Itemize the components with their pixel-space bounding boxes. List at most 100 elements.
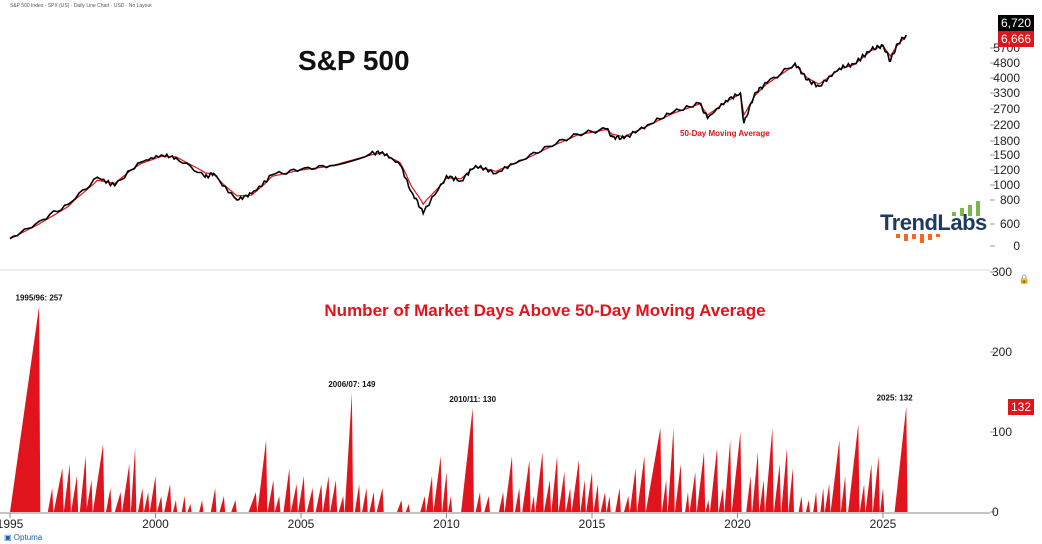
price-tick-label: 2200 xyxy=(993,118,1020,132)
streak-area xyxy=(130,448,137,512)
streak-area xyxy=(330,480,338,512)
streak-area xyxy=(290,484,298,512)
streak-area xyxy=(10,306,41,512)
streak-area xyxy=(86,480,93,512)
streak-area xyxy=(322,476,330,512)
x-tick-label: 1995 xyxy=(0,517,24,531)
streak-area xyxy=(705,500,710,512)
price-tick-label: 4000 xyxy=(993,71,1020,85)
streak-area xyxy=(752,452,760,512)
streak-area xyxy=(138,488,144,512)
streak-area xyxy=(820,488,825,512)
price-tick-label: 1800 xyxy=(993,134,1020,148)
streak-area xyxy=(645,428,662,512)
streak-area xyxy=(894,406,908,512)
price-tick-label: 0 xyxy=(1013,239,1020,253)
streak-area xyxy=(426,476,434,512)
streak-area xyxy=(848,424,860,512)
streak-area xyxy=(824,484,831,512)
streak-area xyxy=(397,500,403,512)
streak-area xyxy=(369,492,375,512)
price-tick-label: 1200 xyxy=(993,163,1020,177)
streak-area xyxy=(114,492,122,512)
lock-icon[interactable]: 🔒 xyxy=(1018,274,1030,284)
peak-annotation: 1995/96: 257 xyxy=(16,293,64,302)
streak-area xyxy=(231,500,237,512)
price-tick-label: 1000 xyxy=(993,178,1020,192)
streak-area xyxy=(157,496,163,512)
streak-area xyxy=(696,452,706,512)
optuma-text: Optuma xyxy=(13,533,43,542)
streak-area xyxy=(637,456,646,512)
streak-area xyxy=(580,480,586,512)
x-axis: 1995 2000 2005 2010 2015 2020 2025 xyxy=(0,512,990,531)
price-tick-label: 2700 xyxy=(993,102,1020,116)
x-tick-label: 2010 xyxy=(433,517,460,531)
streak-area xyxy=(667,428,675,512)
price-tick-label: 1500 xyxy=(993,148,1020,162)
streak-area xyxy=(79,456,87,512)
price-tick-label: 4800 xyxy=(993,56,1020,70)
price-tick-label: 800 xyxy=(1000,193,1020,207)
streak-area xyxy=(551,456,559,512)
streak-area xyxy=(405,504,410,512)
streak-area xyxy=(362,488,368,512)
streak-area xyxy=(544,480,551,512)
streak-area xyxy=(788,468,794,512)
streak-area xyxy=(354,484,361,512)
streak-area xyxy=(210,488,217,512)
streak-area xyxy=(859,484,866,512)
streak-area xyxy=(53,468,64,512)
streak-area xyxy=(106,488,112,512)
optuma-watermark: ▣ Optuma xyxy=(4,533,42,542)
price-chart-title: S&P 500 xyxy=(298,45,410,76)
streak-area xyxy=(306,488,314,512)
streak-area xyxy=(624,496,630,512)
chart-header: S&P 500 Index - SPX (US) · Daily Line Ch… xyxy=(10,3,152,9)
days-tick-label: 300 xyxy=(992,265,1012,279)
streak-area xyxy=(759,480,765,512)
streak-area xyxy=(149,476,157,512)
price-tick-label: 3300 xyxy=(993,86,1020,100)
streak-area xyxy=(143,492,150,512)
streak-area xyxy=(514,488,521,512)
x-tick-label: 2005 xyxy=(288,517,315,531)
streak-area xyxy=(661,480,668,512)
streak-area xyxy=(420,496,426,512)
streak-area xyxy=(448,496,453,512)
trendlabs-logo-graphic xyxy=(896,201,980,243)
series-line xyxy=(9,34,908,240)
streak-area xyxy=(267,480,275,512)
streak-area xyxy=(746,476,752,512)
streak-area xyxy=(571,460,581,512)
days-count-badge: 132 xyxy=(1007,399,1034,415)
streak-area xyxy=(442,472,448,512)
trendlabs-logo-text: TrendLabs xyxy=(880,210,987,235)
days-tick-label: 0 xyxy=(992,505,999,519)
streak-area xyxy=(173,500,178,512)
streak-area xyxy=(181,496,186,512)
streak-area xyxy=(283,468,291,512)
streak-area xyxy=(274,496,281,512)
days-tick-label: 100 xyxy=(992,425,1012,439)
streak-area xyxy=(47,488,54,512)
days-chart-title: Number of Market Days Above 50-Day Movin… xyxy=(324,301,765,320)
streak-area xyxy=(71,476,79,512)
optuma-icon: ▣ xyxy=(4,533,12,542)
streak-area xyxy=(593,484,599,512)
streak-area xyxy=(880,488,885,512)
streak-area xyxy=(63,464,71,512)
streak-area xyxy=(219,496,226,512)
streak-area xyxy=(718,488,725,512)
streak-area xyxy=(504,456,514,512)
streak-area xyxy=(475,492,482,512)
streak-area xyxy=(484,496,490,512)
streak-area xyxy=(498,492,505,512)
days-panel: 0 100 200 300 1995/96: 257 2006/07: 149 2010/1… xyxy=(10,265,1012,519)
streak-area xyxy=(164,484,172,512)
streak-area xyxy=(689,472,697,512)
streak-area xyxy=(187,504,192,512)
streak-area xyxy=(798,496,803,512)
streak-area xyxy=(433,456,442,512)
